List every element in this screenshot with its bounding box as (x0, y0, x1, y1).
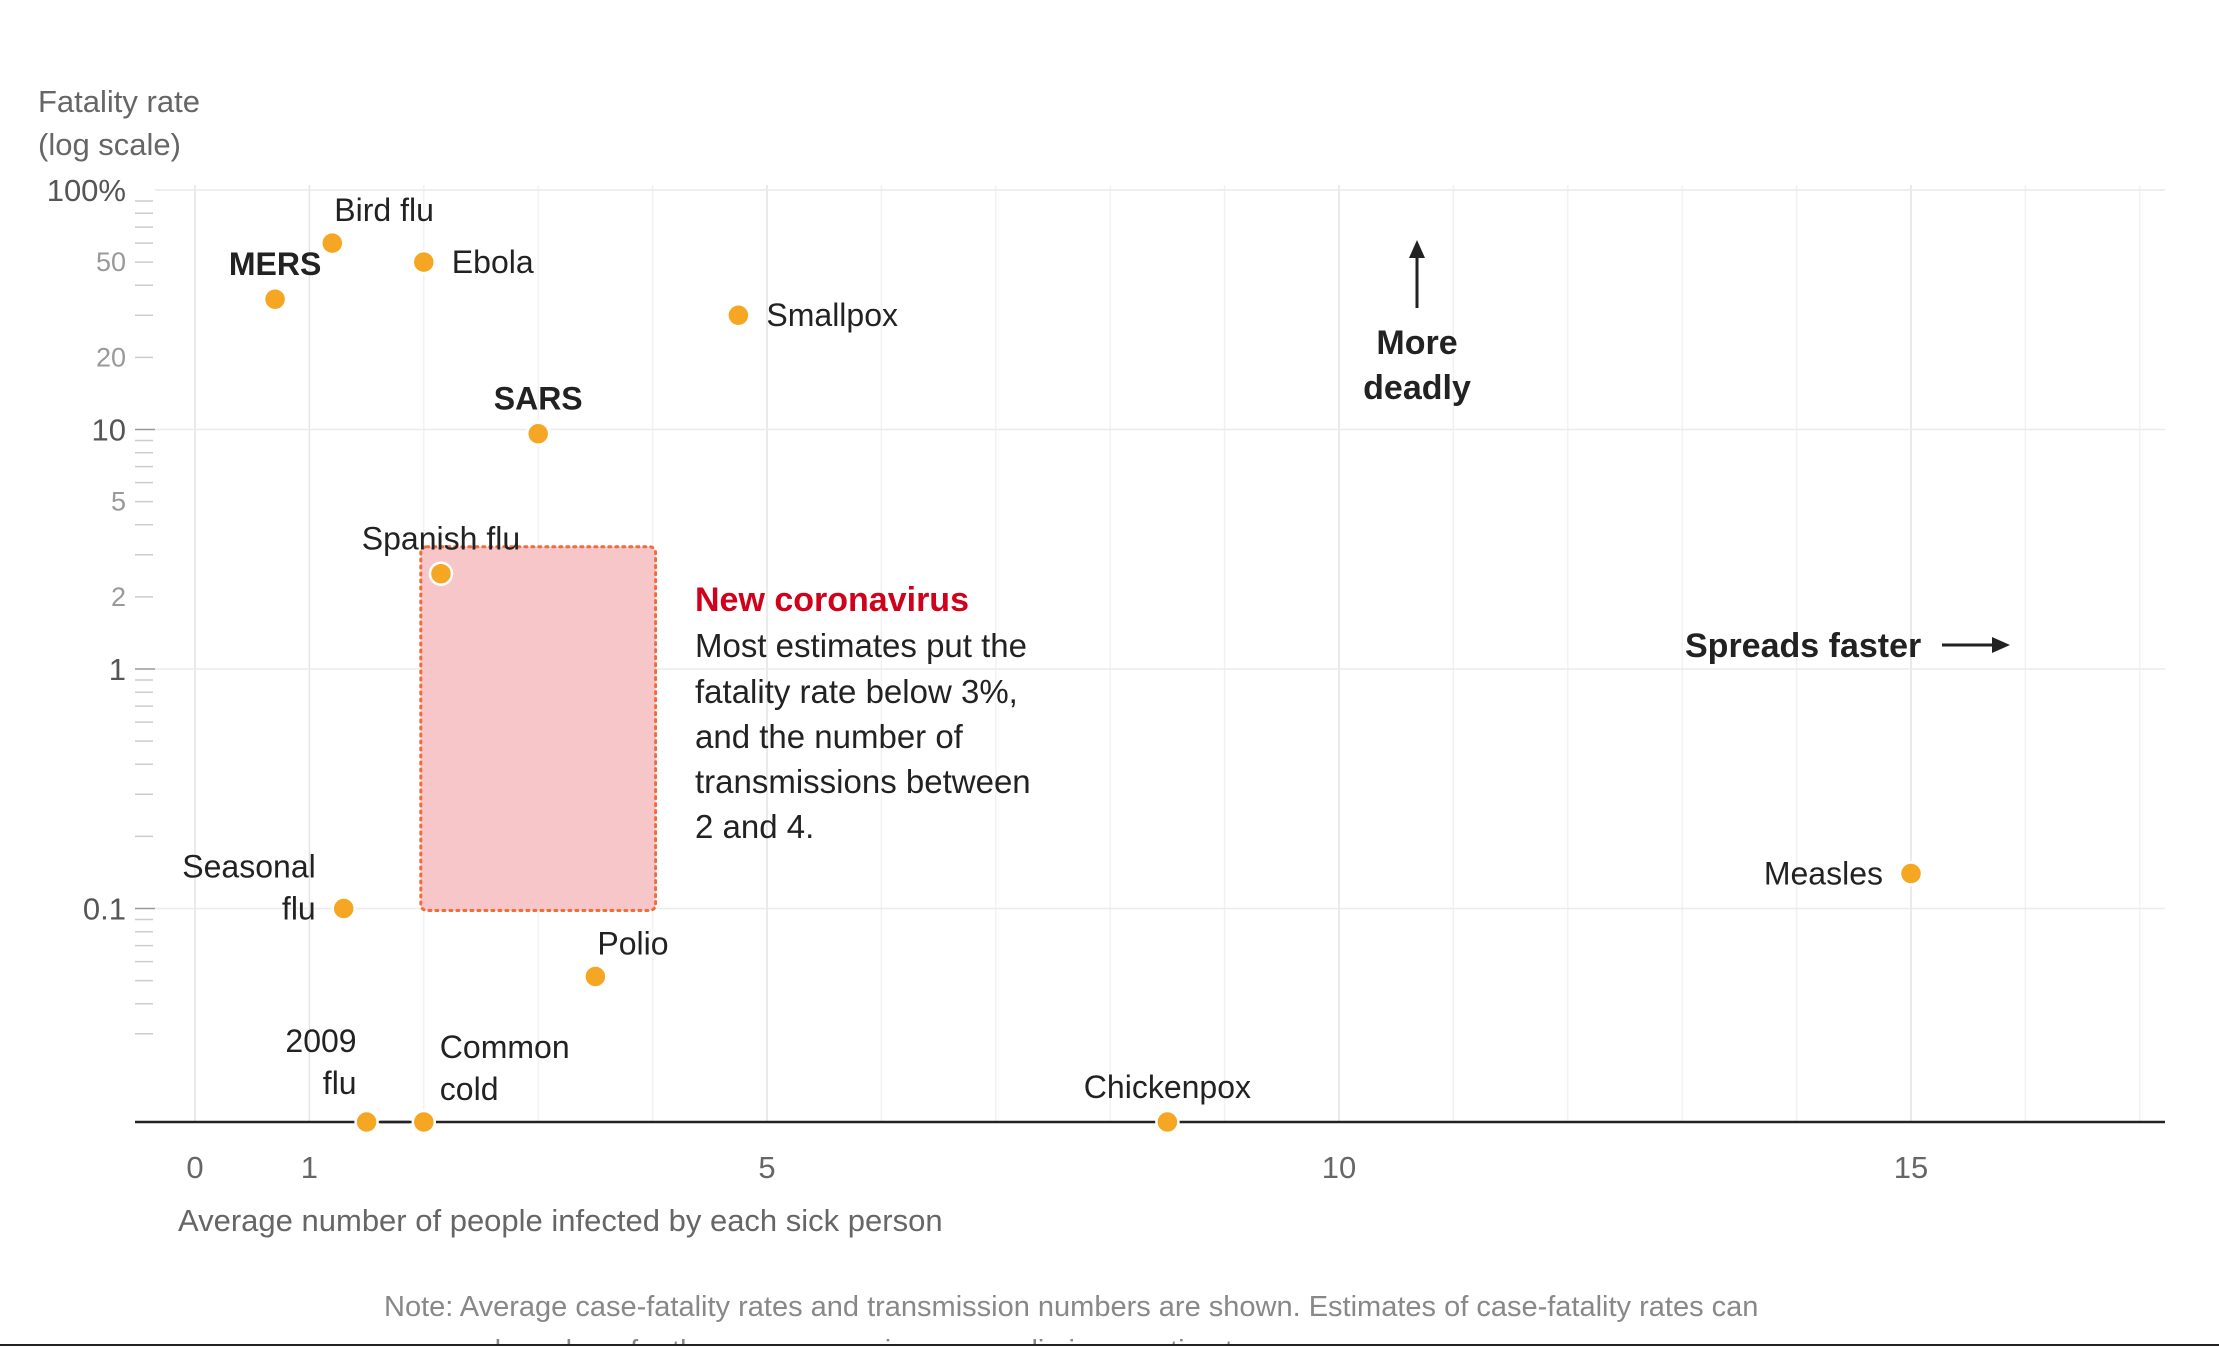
y-axis-title-line-1: Fatality rate (38, 84, 200, 119)
y-tick-label: 0.1 (83, 892, 126, 927)
x-tick-label: 0 (186, 1150, 203, 1185)
data-point (1898, 861, 1924, 886)
x-tick-label: 5 (758, 1150, 775, 1185)
point-label: flu (323, 1065, 357, 1101)
point-label: flu (282, 891, 316, 927)
y-tick-label: 10 (92, 413, 126, 448)
data-point (583, 964, 608, 989)
annotation-line: Most estimates put the (695, 627, 1027, 664)
annotation-line: transmissions between (695, 763, 1031, 800)
point-label: Seasonal (182, 849, 315, 885)
point-label: 2009 (285, 1023, 356, 1059)
x-tick-label: 10 (1322, 1150, 1356, 1185)
data-point (411, 249, 437, 275)
point-label: Polio (597, 926, 668, 962)
y-axis-title-line-2: (log scale) (38, 127, 181, 162)
data-point (525, 421, 551, 446)
spreads-faster-indicator: Spreads faster (1685, 627, 2010, 665)
x-tick-label: 15 (1894, 1150, 1928, 1185)
point-label: Measles (1764, 856, 1883, 892)
data-point (411, 1109, 437, 1135)
y-tick-label: 5 (111, 487, 126, 517)
annotation-title: New coronavirus (695, 581, 969, 619)
y-tick-label: 50 (96, 247, 126, 277)
coronavirus-estimate-region (419, 545, 658, 912)
x-tick-label: 1 (301, 1150, 318, 1185)
point-label: Bird flu (334, 192, 434, 228)
point-label: MERS (229, 246, 321, 282)
grid-lines (155, 185, 2165, 1122)
data-point (354, 1109, 379, 1135)
highlight-region (419, 545, 658, 912)
annotation-box: New coronavirus Most estimates put the f… (695, 581, 1031, 845)
point-label: cold (440, 1071, 499, 1107)
y-axis: 100% 10 1 0.1 50 20 5 2 (47, 173, 155, 1035)
spreads-faster-label: Spreads faster (1685, 627, 1921, 665)
up-arrowhead-icon (1409, 240, 1425, 258)
point-label: SARS (494, 381, 583, 417)
data-point (262, 286, 288, 312)
data-points (262, 230, 1924, 1135)
annotation-line: fatality rate below 3%, (695, 673, 1018, 710)
annotation-line: and the number of (695, 718, 964, 755)
data-point (428, 561, 454, 586)
y-tick-label: 1 (109, 652, 126, 687)
bottom-mask (0, 1344, 2219, 1349)
point-label: Common (440, 1029, 570, 1065)
x-axis-title: Average number of people infected by eac… (178, 1203, 943, 1238)
point-labels: MERS Bird flu Ebola Smallpox SARS Spanish flu… (182, 192, 1883, 1107)
point-label: Chickenpox (1084, 1069, 1251, 1105)
note-line-1: Note: Average case-fatality rates and tr… (384, 1291, 1758, 1323)
data-point (726, 302, 751, 328)
x-axis: 0 1 5 10 15 (135, 1120, 2165, 1185)
more-deadly-label-line-2: deadly (1363, 369, 1471, 407)
point-label: Smallpox (766, 297, 898, 333)
point-label: Ebola (452, 244, 534, 280)
right-arrowhead-icon (1992, 637, 2010, 653)
y-tick-label: 2 (111, 582, 126, 612)
point-label: Spanish flu (362, 521, 520, 557)
more-deadly-label-line-1: More (1376, 324, 1457, 362)
data-point (331, 896, 356, 921)
annotation-line: 2 and 4. (695, 808, 814, 845)
data-point (1155, 1109, 1180, 1135)
data-point (320, 230, 345, 256)
y-tick-label: 20 (96, 342, 126, 372)
y-tick-label: 100% (47, 173, 126, 208)
more-deadly-indicator: More deadly (1363, 240, 1471, 407)
